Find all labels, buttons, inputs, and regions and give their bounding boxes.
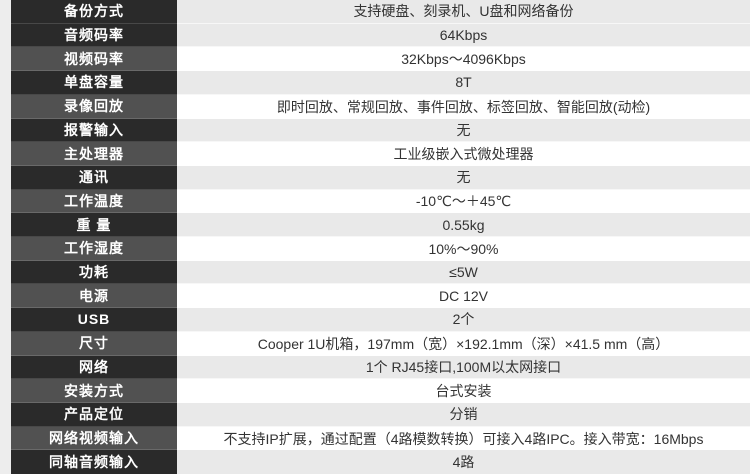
spec-row: 单盘容量 8T xyxy=(11,71,750,95)
spec-row: USB 2个 xyxy=(11,308,750,332)
spec-value-cell: 支持硬盘、刻录机、U盘和网络备份 xyxy=(177,0,750,24)
spec-row: 工作湿度 10%～90% xyxy=(11,237,750,261)
spec-row: 视频码率 32Kbps～4096Kbps xyxy=(11,47,750,72)
spec-value-cell: DC 12V xyxy=(177,284,750,309)
spec-label-cell: 电源 xyxy=(11,284,177,309)
spec-value-cell: -10℃～＋45℃ xyxy=(177,189,750,214)
spec-label-cell: 功耗 xyxy=(11,260,177,285)
spec-label-cell: 音频码率 xyxy=(11,23,177,48)
spec-row: 安装方式 台式安装 xyxy=(11,379,750,403)
spec-label-cell: 网络视频输入 xyxy=(11,426,177,451)
spec-table: 备份方式 支持硬盘、刻录机、U盘和网络备份 音频码率 64Kbps 视频码率 32Kbps… xyxy=(11,0,750,474)
spec-row: 产品定位 分销 xyxy=(11,402,750,427)
spec-value-cell: ≤5W xyxy=(177,260,750,285)
spec-row: 尺寸 Cooper 1U机箱，197mm（宽）×192.1mm（深）×41.5 m… xyxy=(11,331,750,356)
spec-label-cell: 重 量 xyxy=(11,213,177,238)
spec-value-cell: 0.55kg xyxy=(177,213,750,238)
spec-label-cell: 安装方式 xyxy=(11,379,177,403)
spec-label-cell: USB xyxy=(11,308,177,332)
spec-label-cell: 录像回放 xyxy=(11,94,177,119)
spec-label-cell: 同轴音频输入 xyxy=(11,450,177,474)
spec-value-cell: 不支持IP扩展，通过配置（4路模数转换）可接入4路IPC。接入带宽：16Mbps xyxy=(177,426,750,451)
spec-row: 重 量 0.55kg xyxy=(11,213,750,238)
spec-label-cell: 产品定位 xyxy=(11,402,177,427)
spec-row: 网络 1个 RJ45接口,100M以太网接口 xyxy=(11,355,750,380)
spec-value-cell: 32Kbps～4096Kbps xyxy=(177,47,750,72)
spec-row: 工作温度 -10℃～＋45℃ xyxy=(11,189,750,214)
spec-label-cell: 视频码率 xyxy=(11,47,177,72)
spec-row: 音频码率 64Kbps xyxy=(11,23,750,48)
spec-row: 备份方式 支持硬盘、刻录机、U盘和网络备份 xyxy=(11,0,750,24)
spec-label-cell: 网络 xyxy=(11,355,177,380)
spec-label-cell: 主处理器 xyxy=(11,142,177,166)
spec-value-cell: 64Kbps xyxy=(177,23,750,48)
spec-value-cell: 即时回放、常规回放、事件回放、标签回放、智能回放(动检) xyxy=(177,94,750,119)
spec-value-cell: 无 xyxy=(177,118,750,143)
spec-value-cell: 1个 RJ45接口,100M以太网接口 xyxy=(177,355,750,380)
spec-row: 录像回放 即时回放、常规回放、事件回放、标签回放、智能回放(动检) xyxy=(11,94,750,119)
spec-value-cell: 分销 xyxy=(177,402,750,427)
spec-value-cell: 台式安装 xyxy=(177,379,750,403)
spec-label-cell: 报警输入 xyxy=(11,118,177,143)
page-left-margin xyxy=(0,0,11,474)
spec-row: 主处理器 工业级嵌入式微处理器 xyxy=(11,142,750,166)
spec-value-cell: Cooper 1U机箱，197mm（宽）×192.1mm（深）×41.5 mm（… xyxy=(177,331,750,356)
spec-row: 功耗 ≤5W xyxy=(11,260,750,285)
spec-value-cell: 无 xyxy=(177,165,750,190)
spec-label-cell: 工作湿度 xyxy=(11,237,177,261)
spec-row: 电源 DC 12V xyxy=(11,284,750,309)
spec-row: 通讯无 xyxy=(11,165,750,190)
spec-label-cell: 工作温度 xyxy=(11,189,177,214)
spec-row: 网络视频输入 不支持IP扩展，通过配置（4路模数转换）可接入4路IPC。接入带宽：… xyxy=(11,426,750,451)
spec-value-cell: 10%～90% xyxy=(177,237,750,261)
spec-label-cell: 尺寸 xyxy=(11,331,177,356)
spec-label-cell: 单盘容量 xyxy=(11,71,177,95)
spec-label-cell: 通讯 xyxy=(11,165,177,190)
spec-value-cell: 8T xyxy=(177,71,750,95)
spec-label-cell: 备份方式 xyxy=(11,0,177,24)
spec-value-cell: 4路 xyxy=(177,450,750,474)
spec-value-cell: 2个 xyxy=(177,308,750,332)
spec-value-cell: 工业级嵌入式微处理器 xyxy=(177,142,750,166)
spec-row: 同轴音频输入 4路 xyxy=(11,450,750,474)
spec-row: 报警输入无 xyxy=(11,118,750,143)
